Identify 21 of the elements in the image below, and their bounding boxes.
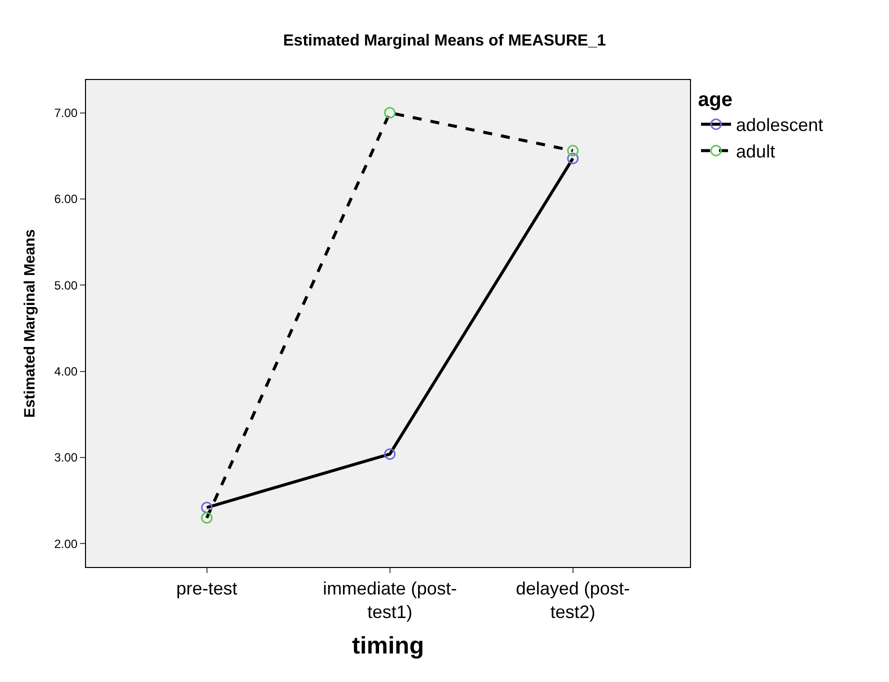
x-axis-title: timing [352,632,424,660]
point [201,502,213,514]
point [384,448,396,460]
x-tick-label: immediate (post-test1) [322,578,457,622]
y-axis-title: Estimated Marginal Means [21,229,38,418]
y-tick-label: 7.00 [54,106,78,120]
point [567,144,579,156]
x-tick-label: delayed (post-test2) [516,578,630,622]
chart-title: Estimated Marginal Means of MEASURE_1 [283,32,606,50]
y-tick-label: 5.00 [54,278,78,292]
x-tick-label: pre-test [176,578,238,599]
y-tick-label: 6.00 [54,192,78,206]
point [384,107,396,118]
legend-title: age [698,89,733,111]
legend-label: adolescent [736,115,824,136]
legend-label: adult [736,142,776,162]
y-tick-label: 4.00 [54,364,78,379]
point [201,512,213,524]
y-tick-label: 3.00 [54,450,78,465]
y-tick-label: 2.00 [54,536,78,551]
point [567,152,579,164]
